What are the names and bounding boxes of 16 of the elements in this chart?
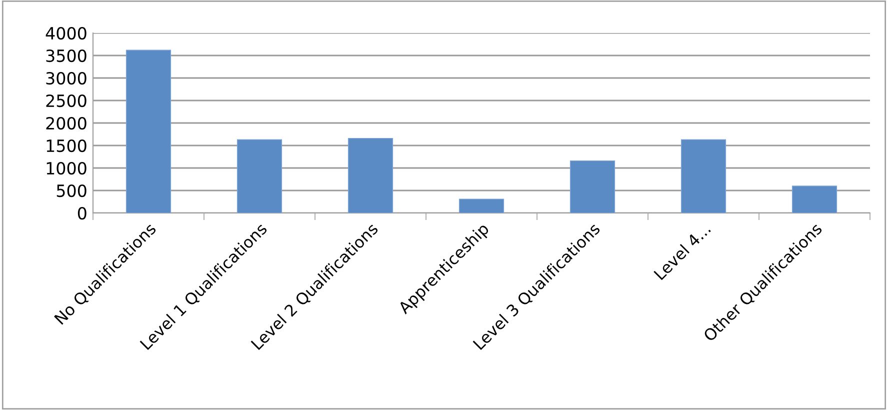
bar: [570, 160, 616, 213]
y-tick-label: 1500: [46, 139, 86, 152]
y-tick-label: 2500: [46, 94, 86, 108]
y-tick-label: 3500: [46, 49, 86, 62]
bar: [680, 139, 726, 213]
y-tick-label: 0: [78, 206, 86, 220]
bar: [458, 198, 504, 213]
bar: [236, 139, 282, 213]
y-tick-label: 500: [56, 184, 86, 198]
bar: [348, 138, 394, 213]
y-tick-label: 2000: [46, 116, 86, 130]
bar: [792, 186, 838, 213]
y-tick-label: 4000: [46, 26, 86, 40]
y-tick-label: 1000: [46, 162, 86, 175]
y-tick-label: 3000: [46, 72, 86, 85]
bar: [126, 50, 172, 213]
